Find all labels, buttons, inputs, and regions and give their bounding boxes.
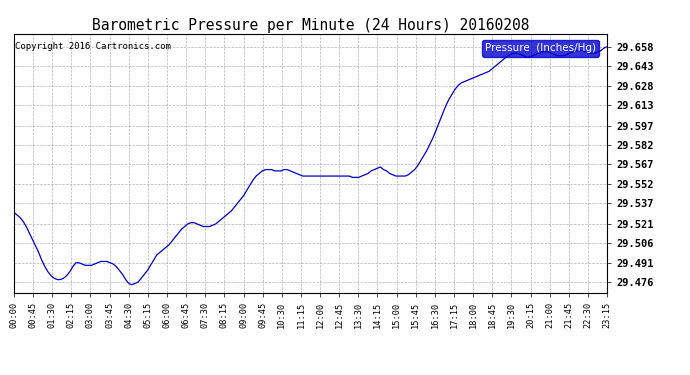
Title: Barometric Pressure per Minute (24 Hours) 20160208: Barometric Pressure per Minute (24 Hours… — [92, 18, 529, 33]
Legend: Pressure  (Inches/Hg): Pressure (Inches/Hg) — [482, 40, 599, 57]
Text: Copyright 2016 Cartronics.com: Copyright 2016 Cartronics.com — [15, 42, 171, 51]
